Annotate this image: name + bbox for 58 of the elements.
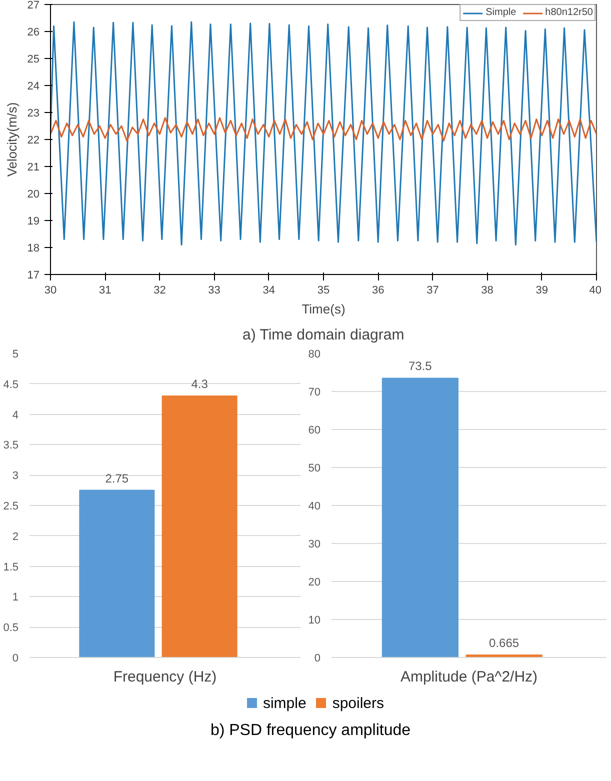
x-tick-label: 34: [262, 284, 276, 296]
y-tick-label: 5: [12, 348, 19, 360]
data-label: 4.3: [191, 377, 208, 392]
data-label: 73.5: [408, 359, 432, 374]
y-tick-label: 1: [12, 592, 19, 604]
y-tick-label: 2.5: [3, 500, 19, 512]
y-tick-label: 0.5: [3, 622, 19, 634]
y-tick-label: 4.5: [3, 378, 19, 391]
x-tick-label: Amplitude (Pa^2/Hz): [400, 668, 538, 686]
y-axis-title: Velocity(m/s): [4, 102, 20, 177]
x-tick-label: 40: [589, 284, 602, 296]
line-series: [50, 117, 596, 142]
y-tick-label: 4: [12, 409, 19, 422]
y-tick-label: 1.5: [3, 561, 19, 574]
x-tick-label: 35: [317, 284, 330, 296]
x-tick-label: 31: [98, 284, 112, 296]
y-tick-label: 20: [27, 188, 40, 200]
y-tick-label: 24: [27, 80, 40, 92]
y-tick-label: 25: [27, 54, 40, 66]
x-tick-label: Frequency (Hz): [113, 668, 217, 686]
y-tick-label: 22: [27, 134, 40, 146]
y-tick-label: 21: [27, 162, 40, 174]
y-tick-label: 2: [12, 530, 19, 543]
y-tick-label: 26: [27, 26, 40, 38]
y-tick-label: 10: [308, 614, 321, 626]
data-label: 2.75: [105, 471, 129, 486]
x-tick-label: 38: [481, 284, 494, 296]
x-tick-label: 37: [426, 284, 439, 296]
x-tick-label: 30: [44, 284, 57, 296]
legend-label: h80n12r50: [545, 7, 593, 18]
text: b) PSD frequency amplitude: [209, 721, 412, 742]
x-tick-label: 32: [154, 284, 166, 296]
legend-label: Simple: [486, 7, 516, 18]
y-tick-label: 18: [27, 242, 40, 254]
y-tick-label: 60: [308, 424, 321, 436]
y-tick-label: 3: [12, 470, 19, 482]
y-tick-label: 0: [314, 652, 321, 664]
y-tick-label: 30: [308, 538, 321, 550]
y-tick-label: 19: [27, 216, 40, 228]
y-tick-label: 50: [308, 462, 321, 474]
y-tick-label: 17: [27, 270, 40, 282]
y-tick-label: 23: [27, 108, 40, 120]
x-tick-label: 33: [208, 284, 220, 296]
y-tick-label: 80: [308, 348, 321, 360]
text: a) Time domain diagram: [242, 326, 404, 344]
y-tick-label: 27: [27, 0, 40, 12]
legend-label: simple: [262, 695, 306, 712]
data-label: 0.665: [489, 636, 520, 650]
line-series: [50, 21, 596, 246]
x-tick-label: 36: [372, 284, 384, 296]
y-tick-label: 3.5: [3, 440, 19, 452]
y-tick-label: 0: [12, 652, 19, 664]
x-tick-label: 39: [536, 284, 548, 296]
y-tick-label: 20: [308, 576, 321, 588]
y-tick-label: 40: [308, 500, 321, 512]
legend-label: spoilers: [332, 695, 384, 712]
y-tick-label: 70: [308, 386, 321, 398]
x-axis-title: Time(s): [302, 302, 346, 316]
